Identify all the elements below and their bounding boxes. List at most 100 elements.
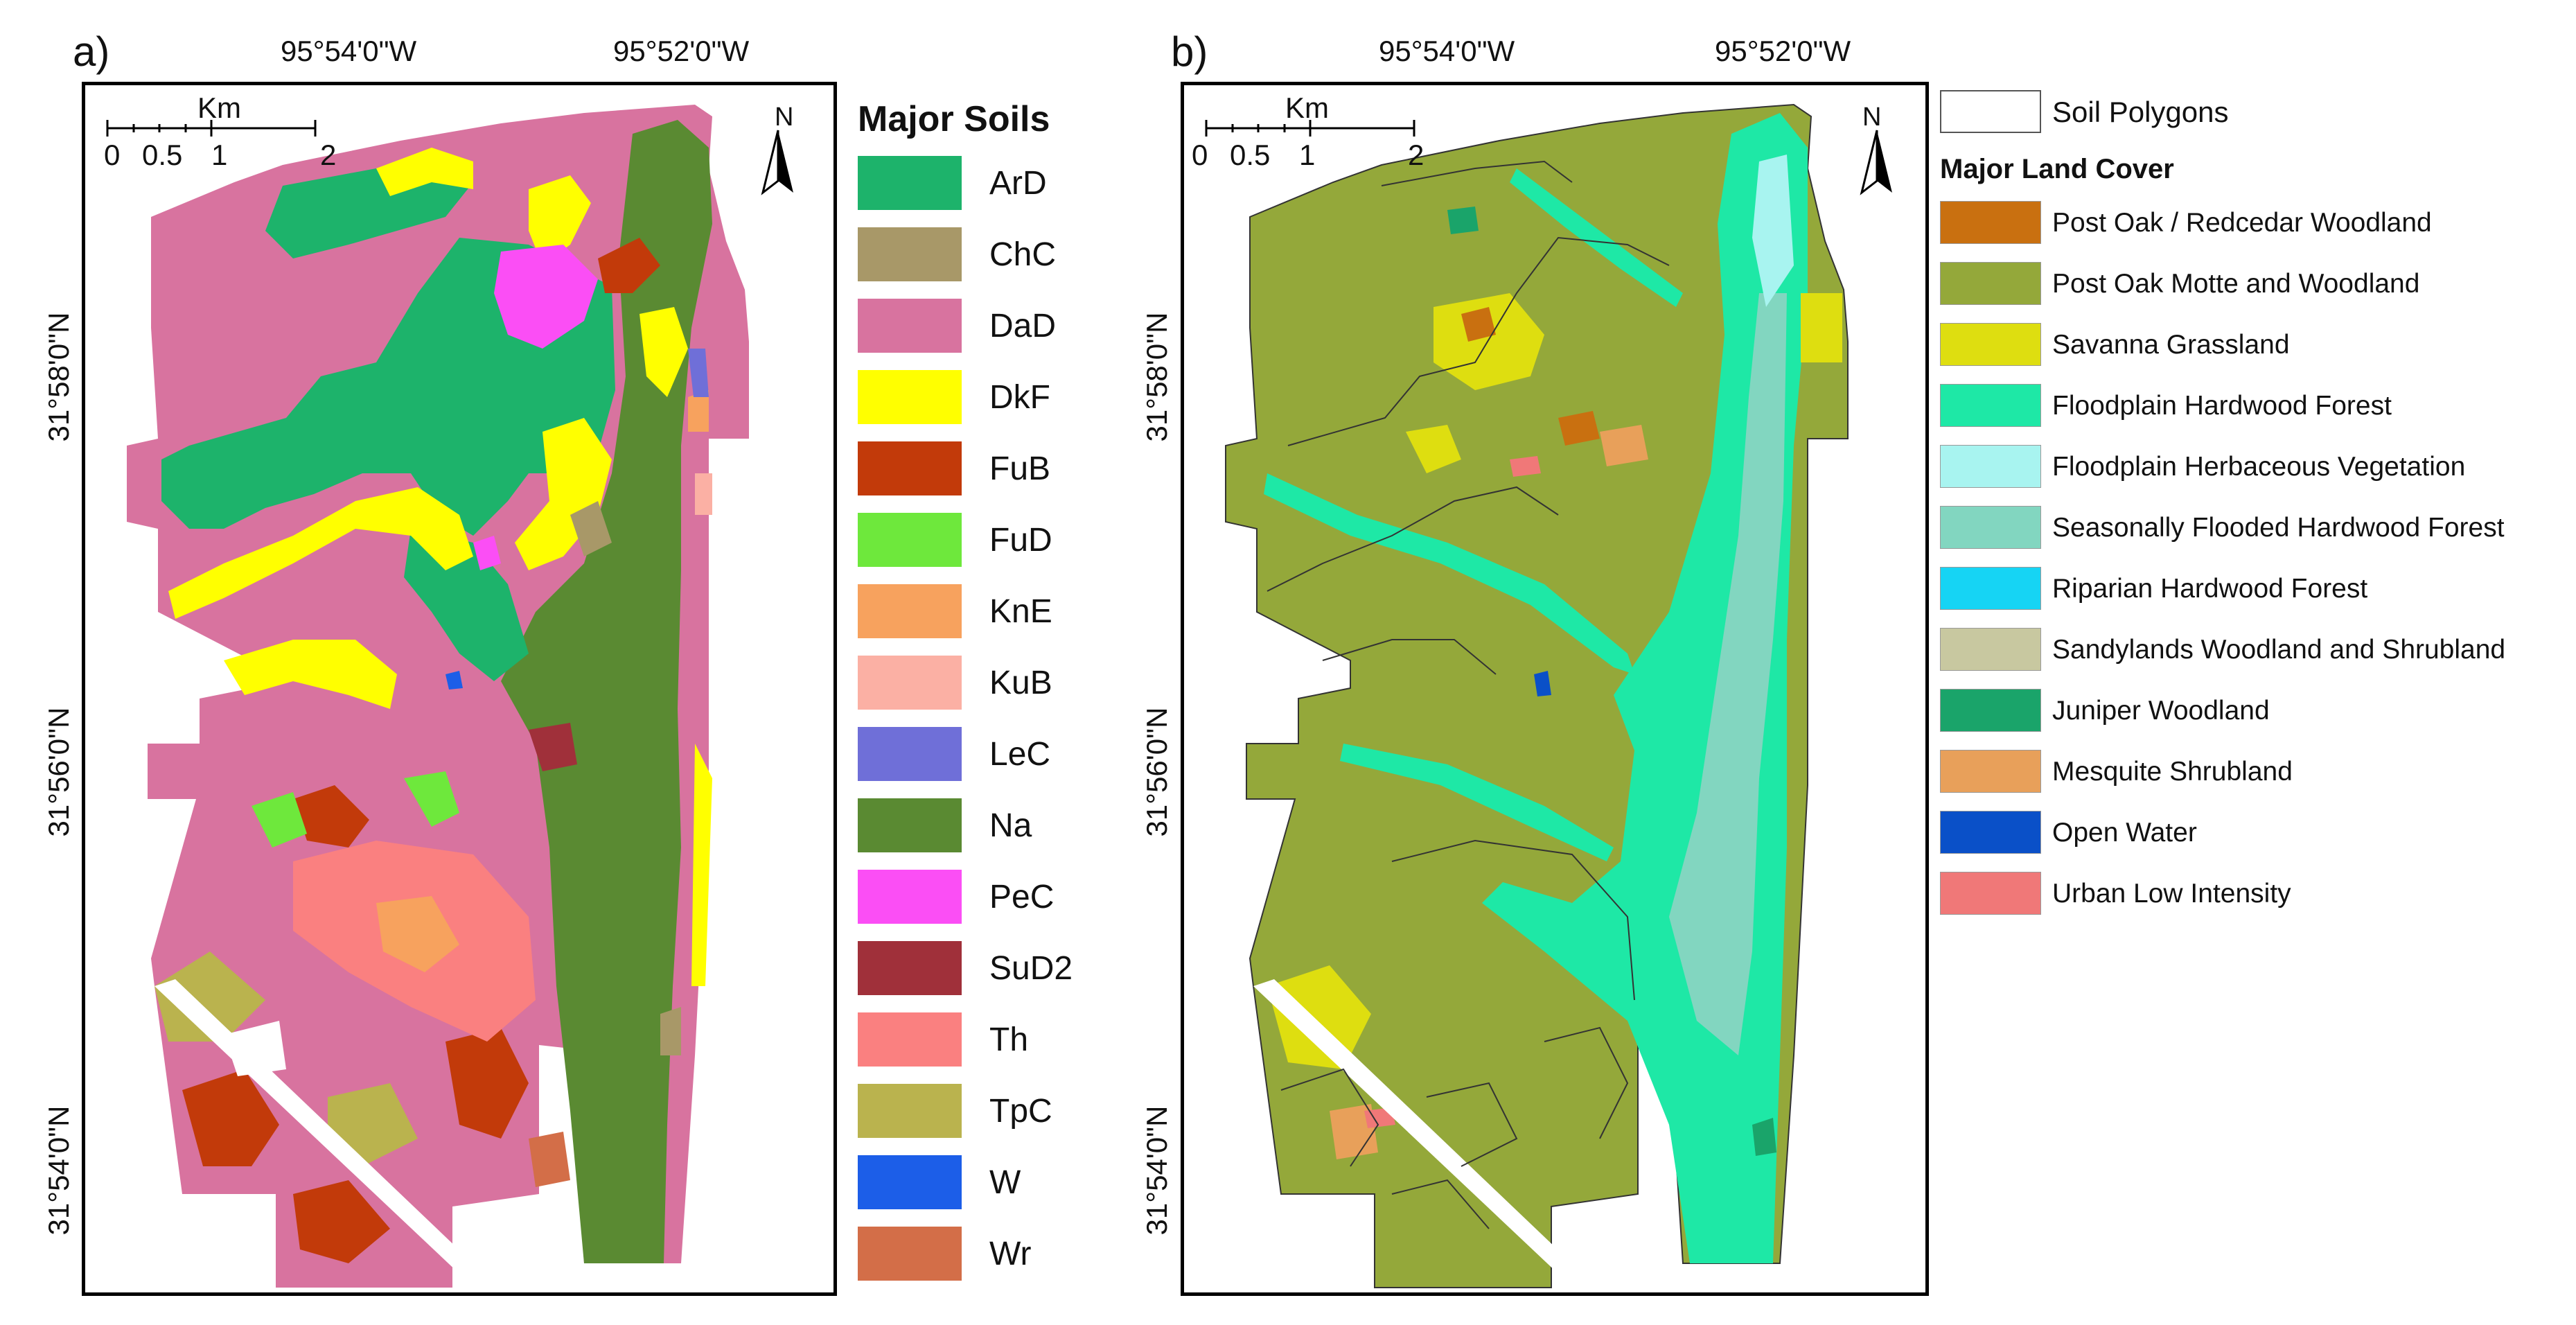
cover-mesquite-2 — [1600, 425, 1648, 466]
panel-a-scale-tick-2: 1 — [211, 139, 228, 171]
soil-legend-item: DaD — [858, 299, 1093, 354]
land-cover-legend-swatch — [1940, 567, 2041, 610]
soil-legend-item: KuB — [858, 656, 1093, 711]
panel-b-north-label: N — [1862, 103, 1882, 132]
soil-legend-label: Na — [989, 807, 1032, 844]
soil-map-canvas — [106, 105, 793, 1288]
panel-a-map — [82, 82, 837, 1296]
soil-fub-3 — [182, 1069, 279, 1166]
soil-legend-swatch — [858, 370, 962, 424]
soil-legend-item: FuD — [858, 513, 1093, 568]
soil-tpc-2 — [328, 1083, 418, 1166]
land-cover-legend-item: Mesquite Shrubland — [1940, 750, 2564, 794]
cover-seasonally-flooded — [1669, 293, 1787, 1055]
soil-legend-item: SuD2 — [858, 941, 1093, 997]
soil-polygon-outlines — [1267, 160, 1670, 1229]
soil-dkf-ribbon-1 — [168, 487, 473, 619]
panel-a-scale-tick-3: 2 — [320, 139, 337, 171]
soil-legend-label: W — [989, 1164, 1021, 1201]
soil-legend-label: Wr — [989, 1236, 1032, 1272]
cover-post-oak-redcedar-1 — [1461, 307, 1496, 342]
soil-legend-swatch — [858, 1084, 962, 1138]
soil-legend-item: Th — [858, 1012, 1093, 1068]
soil-legend-swatch — [858, 513, 962, 567]
land-cover-legend-label: Urban Low Intensity — [2052, 879, 2291, 909]
soil-legend-item: Wr — [858, 1227, 1093, 1282]
land-cover-legend-label: Post Oak / Redcedar Woodland — [2052, 208, 2432, 238]
panel-b-scale-tick-3: 2 — [1408, 139, 1424, 171]
soil-legend-swatch — [858, 1012, 962, 1067]
panel-a-side-coord-3: 31°54'0"N — [42, 1105, 75, 1236]
soil-fud-1 — [252, 792, 307, 848]
land-cover-legend-item: Seasonally Flooded Hardwood Forest — [1940, 506, 2564, 550]
soil-legend-label: DaD — [989, 308, 1057, 344]
land-cover-legend-swatch — [1940, 872, 2041, 915]
soil-legend-item: LeC — [858, 727, 1093, 782]
land-cover-legend-label: Mesquite Shrubland — [2052, 757, 2293, 787]
soil-legend-swatch — [858, 227, 962, 281]
land-cover-legend-swatch — [1940, 262, 2041, 305]
soil-legend-item: DkF — [858, 370, 1093, 425]
soil-dkf-ribbon-2 — [376, 148, 473, 196]
soil-dkf-ribbon-3 — [529, 175, 591, 265]
panel-a-side-coord-1: 31°58'0"N — [42, 312, 75, 442]
soil-legend-item: KnE — [858, 584, 1093, 640]
land-cover-legend-item: Sandylands Woodland and Shrubland — [1940, 628, 2564, 672]
soil-legend-label: SuD2 — [989, 950, 1073, 987]
soil-legend-swatch — [858, 156, 962, 210]
panel-b-scale-tick-2: 1 — [1299, 139, 1316, 171]
land-cover-legend-swatch — [1940, 628, 2041, 671]
cover-post-oak-redcedar-2 — [1558, 411, 1600, 446]
panel-a-scalebar — [106, 120, 317, 137]
land-cover-legend-label: Sandylands Woodland and Shrubland — [2052, 635, 2506, 665]
cover-savanna-2 — [1267, 965, 1371, 1069]
soil-legend-label: ChC — [989, 236, 1057, 273]
soil-sud2-patch — [529, 723, 577, 771]
soil-w-patch — [445, 671, 463, 690]
land-cover-legend-label: Floodplain Herbaceous Vegetation — [2052, 452, 2466, 482]
cover-urban-low-1 — [1510, 456, 1541, 477]
soil-na-floodplain — [501, 120, 712, 1263]
soil-chc-2 — [660, 1007, 681, 1055]
panel-b-side-coord-1: 31°58'0"N — [1140, 312, 1173, 442]
cover-juniper-1 — [1447, 207, 1479, 234]
cover-tributary-3 — [1510, 168, 1683, 307]
soil-dkf-ribbon-7 — [691, 744, 712, 986]
panel-b-label: b) — [1171, 28, 1208, 75]
soil-dkf-ribbon-5 — [515, 418, 612, 570]
soil-ard-mid — [404, 529, 529, 681]
land-cover-legend-label: Riparian Hardwood Forest — [2052, 574, 2368, 604]
panel-a-side-coord-2: 31°56'0"N — [42, 707, 75, 837]
soil-wr-patch — [529, 1132, 570, 1187]
soil-fub-2 — [293, 785, 369, 848]
soil-tpc-1 — [155, 951, 265, 1042]
soil-legend-label: ArD — [989, 165, 1047, 202]
soil-dkf-ribbon-4 — [639, 307, 688, 397]
panel-b-scalebar — [1205, 120, 1415, 137]
soil-legend-swatch — [858, 870, 962, 924]
land-cover-legend-item: Floodplain Hardwood Forest — [1940, 384, 2564, 428]
soil-legend-swatch — [858, 299, 962, 353]
soil-legend-swatch — [858, 1227, 962, 1281]
panel-b-top-coord-1: 95°54'0"W — [1379, 35, 1515, 67]
cover-savanna-4 — [1406, 425, 1461, 473]
land-cover-legend-item: Juniper Woodland — [1940, 689, 2564, 733]
soil-legend-item: TpC — [858, 1084, 1093, 1139]
panel-a-label: a) — [73, 28, 110, 75]
soil-fud-2 — [404, 771, 459, 827]
legend-major-land-cover-title: Major Land Cover — [1940, 154, 2174, 184]
white-gap-1 — [224, 1021, 286, 1076]
panel-b-scale-tick-1: 0.5 — [1230, 139, 1271, 171]
soil-legend-swatch — [858, 798, 962, 852]
panel-b-top-coord-2: 95°52'0"W — [1715, 35, 1851, 67]
land-cover-legend-swatch — [1940, 384, 2041, 427]
land-cover-legend-label: Post Oak Motte and Woodland — [2052, 269, 2420, 299]
soil-fub-1 — [598, 238, 660, 293]
panel-a-top-coord-1: 95°54'0"W — [281, 35, 417, 67]
panel-a-scale-unit: Km — [197, 91, 241, 124]
land-cover-legend-item: Post Oak / Redcedar Woodland — [1940, 201, 2564, 245]
land-cover-legend-label: Juniper Woodland — [2052, 696, 2270, 726]
soil-legend-item: ChC — [858, 227, 1093, 283]
cover-floodplain-herbaceous — [1752, 155, 1794, 307]
land-cover-legend-label: Seasonally Flooded Hardwood Forest — [2052, 513, 2505, 543]
